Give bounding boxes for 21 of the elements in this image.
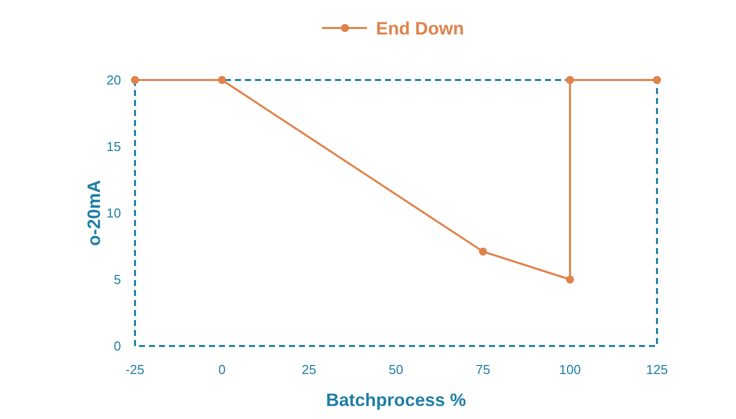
y-axis-title: o-20mA [84,180,104,246]
x-tick-label: 50 [388,362,404,377]
x-tick-label: 0 [218,362,226,377]
point [218,76,226,84]
y-tick-label: 10 [106,206,121,221]
y-tick-label: 15 [106,139,121,154]
legend-label: End Down [376,18,464,38]
x-tick-label: 125 [646,362,668,377]
point [653,76,661,84]
point [566,76,574,84]
x-tick-label: 75 [476,362,490,377]
point [131,76,139,84]
y-tick-label: 20 [106,72,121,88]
x-tick-label: -25 [126,362,144,377]
y-tick-label: 0 [114,338,121,354]
point [566,276,574,284]
x-axis-title: Batchprocess % [326,390,466,410]
x-tick-label: 100 [559,362,581,377]
y-tick-label: 5 [114,272,121,288]
point [479,248,487,256]
x-tick-label: 25 [302,362,316,377]
